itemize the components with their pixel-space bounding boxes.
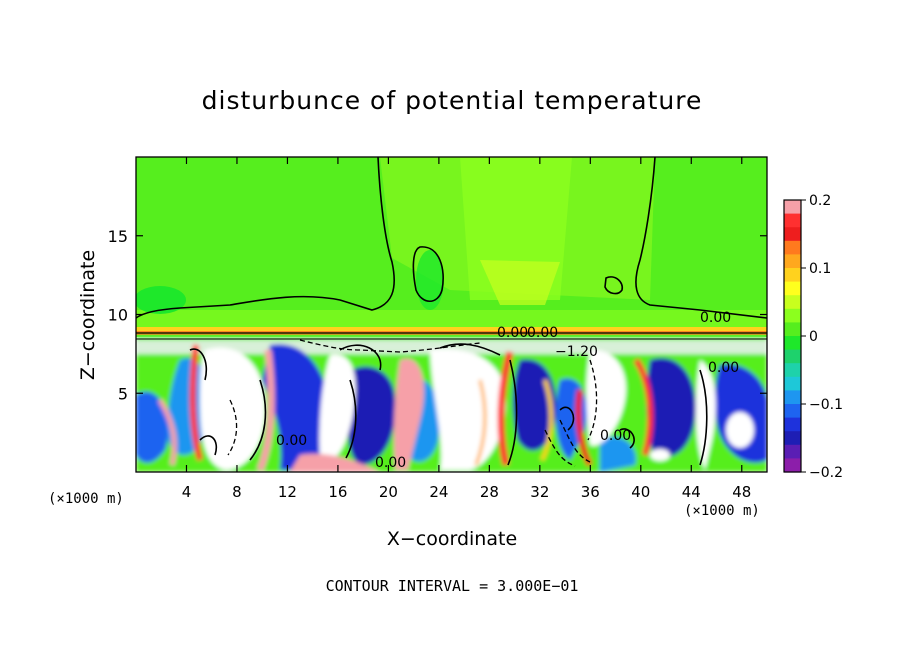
colorbar-tick-label: −0.1 [809,397,843,413]
y-axis: 5 10 15 [108,227,767,403]
x-tick-label: 28 [480,483,499,501]
colorbar-swatch [784,349,801,364]
x-tick-label: 48 [732,483,751,501]
colorbar-tick-label: 0.1 [809,261,831,277]
contour-label: −1.20 [555,344,598,360]
negative-contours [227,339,598,467]
colorbar-swatch [784,390,801,405]
x-tick-label: 32 [530,483,549,501]
colorbar-swatch [784,404,801,419]
colorbar-swatch [784,322,801,337]
colorbar-tick-label: 0.2 [809,193,831,209]
x-axis-label: X−coordinate [386,528,518,550]
colorbar-swatch [784,200,801,215]
contour-label: 0.00 [276,433,307,449]
colorbar-swatch [784,295,801,310]
colorbar-swatch [784,213,801,228]
y-tick-label: 15 [108,227,128,246]
colorbar-swatch [784,240,801,255]
x-tick-label: 12 [278,483,297,501]
contour-interval-note: CONTOUR INTERVAL = 3.000E−01 [325,577,579,595]
contour-label: 0.00 [700,310,731,326]
contour-label-layer: 0.000.000.00−1.200.000.000.000.00 [276,310,739,471]
colorbar-swatch [784,431,801,446]
colorbar-swatch [784,458,801,473]
x-axis: 4 8 12 16 20 24 28 32 36 40 44 48 [182,157,751,501]
contour-label: 0.00 [375,455,406,471]
x-tick-label: 16 [328,483,347,501]
contour-lines [136,157,767,466]
x-tick-label: 8 [232,483,242,501]
x-unit-label-left: (×1000 m) [48,491,124,507]
colorbar-tick-label: 0 [809,329,818,345]
contour-label: 0.00 [600,428,631,444]
colorbar-swatch [784,227,801,242]
y-tick-label: 10 [108,306,128,325]
y-axis-label: Z−coordinate [77,249,99,381]
x-tick-label: 4 [182,483,192,501]
colorbar-swatch [784,363,801,378]
colorbar-swatch [784,268,801,283]
contour-label: 0.00 [497,325,528,341]
colorbar-swatch [784,417,801,432]
x-tick-label: 24 [429,483,448,501]
colorbar-swatch [784,444,801,459]
heatmap-field [136,157,767,472]
colorbar-tick-label: −0.2 [809,465,843,481]
contour-label: 0.00 [708,360,739,376]
colorbar-swatch [784,376,801,391]
x-unit-label-right: (×1000 m) [684,503,760,519]
y-tick-label: 5 [118,384,128,403]
chart-title: disturbunce of potential temperature [201,86,703,115]
colorbar-swatch [784,308,801,323]
colorbar-swatch [784,336,801,351]
x-tick-label: 44 [682,483,701,501]
colorbar-swatch [784,254,801,269]
x-tick-label: 20 [379,483,398,501]
x-tick-label: 40 [631,483,650,501]
contour-label: 0.00 [527,325,558,341]
colorbar: 0.2 0.1 0 −0.1 −0.2 [783,193,843,481]
x-tick-label: 36 [581,483,600,501]
colorbar-swatch [784,281,801,296]
